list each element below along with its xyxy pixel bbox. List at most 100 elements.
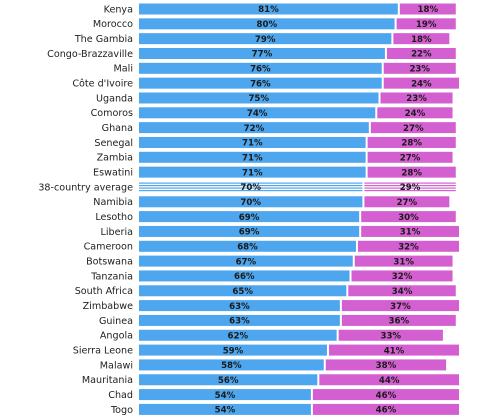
bar-segment-2 [383,62,456,74]
bar-segment-1 [139,107,376,119]
value-label: 22% [411,50,432,60]
category-label: Malawi [100,360,133,371]
bar-segment-1 [139,196,363,208]
bar-segment-1 [139,403,311,415]
value-label: 76% [250,79,271,89]
bar-segment-2 [351,270,453,282]
row-liberia: Liberia 69% 31% [101,225,459,238]
bar-segment-1 [139,92,379,104]
category-label: Mali [114,64,134,75]
category-label: The Gambia [74,34,133,45]
value-label: 66% [234,272,255,282]
category-label: Comoros [91,108,133,119]
row-namibia: Namibia 70% 27% [93,196,450,208]
category-label: Mauritania [82,375,133,386]
value-label: 69% [239,228,260,238]
value-label: 63% [229,317,250,327]
value-label: 63% [229,302,250,312]
value-label: 68% [237,242,258,252]
bar-segment-1 [139,225,360,237]
row-kenya: Kenya 81% 18% [104,3,456,15]
row-sierra-leone: Sierra Leone 59% 41% [73,344,459,356]
bar-segment-2 [383,77,459,89]
row-38-country-average: 38-country average 70% 29% [38,181,456,193]
row-eswatini: Eswatini 71% 28% [93,166,456,179]
bar-segment-2 [341,314,456,326]
category-label: Angola [100,331,133,342]
value-label: 79% [255,35,276,45]
bar-segment-1 [139,122,369,134]
bar-segment-2 [357,240,459,252]
category-label: Morocco [93,19,133,30]
value-label: 70% [240,183,261,193]
value-label: 71% [242,154,263,164]
row-tanzania: Tanzania 66% 32% [90,270,453,282]
value-label: 30% [398,213,419,223]
value-label: 69% [239,213,260,223]
row-lesotho: Lesotho 69% 30% [95,211,456,223]
bar-segment-1 [139,151,366,163]
bar-segment-2 [393,33,450,45]
row-morocco: Morocco 80% 19% [93,18,456,30]
value-label: 76% [250,65,271,75]
value-label: 24% [405,109,426,119]
bar-segment-2 [399,3,456,15]
category-label: Cameroon [84,242,133,253]
value-label: 33% [380,331,401,341]
category-label: Kenya [104,4,133,15]
category-label: Namibia [93,197,133,208]
category-label: Ghana [102,123,133,134]
row-senegal: Senegal 71% 28% [94,136,456,149]
category-label: Chad [108,390,133,401]
bar-segment-2 [361,225,459,237]
value-label: 18% [411,35,432,45]
category-label: Uganda [96,93,133,104]
bar-segment-1 [139,344,327,356]
row-zambia: Zambia 71% 27% [97,151,453,164]
category-label: Senegal [94,138,133,149]
value-label: 23% [406,94,427,104]
category-label: Lesotho [95,212,133,223]
row-botswana: Botswana 67% 31% [86,255,453,268]
value-label: 27% [400,154,421,164]
value-label: 56% [218,376,239,386]
value-label: 38% [376,361,397,371]
value-label: 67% [236,257,257,267]
value-label: 24% [411,79,432,89]
bar-segment-1 [139,136,366,148]
row-togo: Togo 54% 46% [110,403,459,416]
bar-segment-1 [139,389,311,401]
value-label: 77% [252,50,273,60]
value-label: 54% [215,391,236,401]
bar-segment-2 [367,166,456,178]
bar-segment-1 [139,329,337,341]
row-ghana: Ghana 72% 27% [102,122,456,134]
value-label: 18% [418,5,439,15]
row-mali: Mali 76% 23% [114,62,456,75]
value-label: 62% [228,331,249,341]
bar-segment-2 [325,359,447,371]
category-label: South Africa [75,286,133,297]
bar-segment-1 [139,255,353,267]
category-label: Eswatini [93,168,133,179]
value-label: 28% [401,168,422,178]
bar-segment-2 [367,151,453,163]
chart-rows: Kenya 81% 18% Morocco 80% 19% The Gambia 79% 18%… [38,3,459,416]
bar-segment-2 [328,344,459,356]
category-label: Togo [110,405,133,416]
value-label: 81% [258,5,279,15]
bar-segment-1 [139,374,318,386]
bar-segment-1 [139,62,382,74]
row-malawi: Malawi 58% 38% [100,359,447,371]
row-uganda: Uganda 75% 23% [96,92,453,104]
bar-segment-1 [139,181,363,193]
bar-segment-2 [396,18,456,30]
bar-segment-2 [348,285,456,297]
category-label: Botswana [86,257,133,268]
bar-segment-2 [312,389,459,401]
row-zimbabwe: Zimbabwe 63% 37% [83,300,459,312]
bar-segment-1 [139,359,324,371]
bar-segment-1 [139,18,395,30]
category-label: Guinea [99,316,133,327]
